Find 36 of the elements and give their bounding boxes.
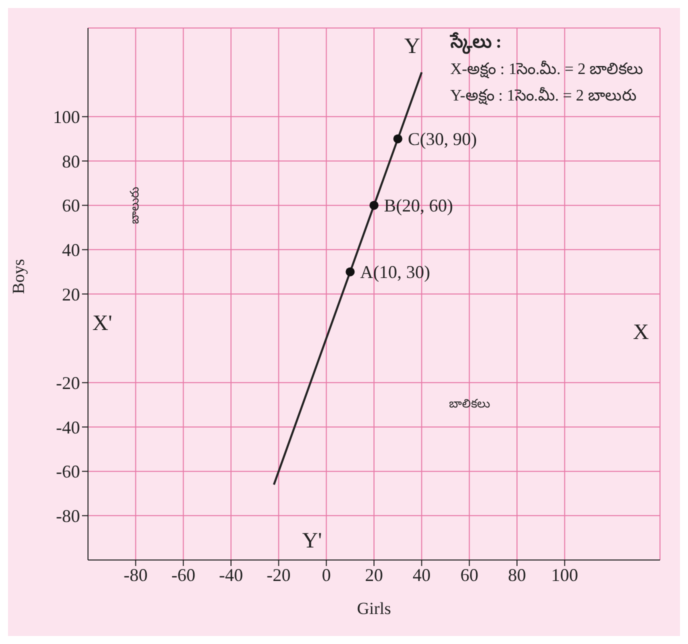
x-tick-label: 80 (508, 564, 526, 585)
annotation: బాలికలు (448, 396, 490, 411)
y-axis-title: Boys (9, 259, 28, 294)
x-tick-label: -60 (171, 564, 196, 585)
x-tick-label: 60 (460, 564, 478, 585)
x-tick-label: -40 (219, 564, 243, 585)
y-tick-label: 40 (62, 240, 80, 260)
annotation: C(30, 90) (408, 129, 477, 150)
y-tick-label: 80 (62, 151, 80, 172)
point (346, 267, 355, 276)
x-tick-label: 40 (412, 564, 431, 585)
annotation: Y-అక్షం : 1సెం.మీ. = 2 బాలురు (450, 86, 637, 106)
annotation: X (632, 318, 649, 344)
y-tick-label: 100 (53, 107, 80, 128)
x-tick-label: -20 (266, 564, 291, 585)
x-tick-label: 20 (365, 564, 383, 585)
annotation: X-అక్షం : 1సెం.మీ. = 2 బాలికలు (450, 60, 644, 79)
x-tick-label: 0 (322, 564, 331, 585)
annotation: B(20, 60) (384, 196, 453, 216)
y-tick-label: 60 (62, 196, 80, 216)
annotation: Y (404, 32, 420, 58)
x-tick-label: 100 (551, 564, 578, 585)
y-tick-label: -20 (56, 373, 80, 394)
point (369, 200, 379, 210)
y-tick-label: -80 (56, 506, 80, 526)
annotation: బాలురు (127, 186, 142, 224)
y-tick-label: -60 (56, 462, 80, 482)
x-tick-label: -80 (124, 564, 148, 585)
annotation: Y' (302, 527, 322, 552)
annotation: X' (92, 310, 112, 336)
point (393, 134, 402, 144)
y-tick-label: -40 (56, 417, 80, 438)
y-tick-label: 20 (62, 284, 80, 304)
x-axis-title: Girls (357, 599, 391, 618)
annotation: స్కేలు : (449, 32, 502, 55)
annotation: A(10, 30) (360, 262, 430, 282)
